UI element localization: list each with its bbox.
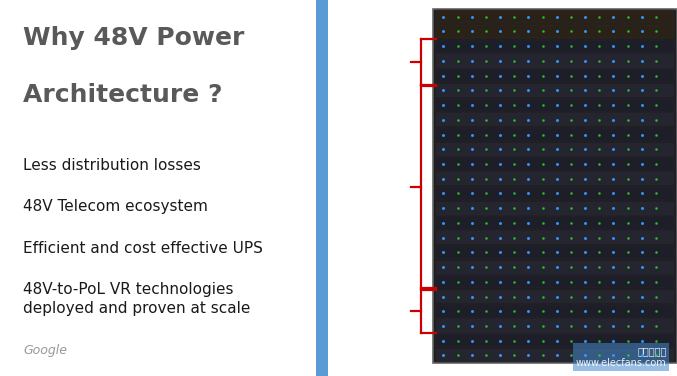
FancyBboxPatch shape [436, 113, 674, 126]
FancyBboxPatch shape [436, 143, 674, 156]
Text: Google: Google [23, 344, 67, 357]
FancyBboxPatch shape [436, 231, 674, 244]
FancyBboxPatch shape [436, 290, 674, 303]
FancyBboxPatch shape [436, 84, 674, 97]
FancyBboxPatch shape [436, 39, 674, 53]
FancyBboxPatch shape [436, 202, 674, 215]
FancyBboxPatch shape [436, 305, 674, 318]
FancyBboxPatch shape [436, 216, 674, 229]
FancyBboxPatch shape [436, 172, 674, 185]
Text: 48V-to-PoL VR technologies
deployed and proven at scale: 48V-to-PoL VR technologies deployed and … [23, 282, 250, 316]
FancyBboxPatch shape [436, 25, 674, 38]
FancyBboxPatch shape [316, 0, 328, 376]
Text: Less distribution losses: Less distribution losses [23, 158, 201, 173]
FancyBboxPatch shape [436, 158, 674, 171]
Text: 48VDC UPS: 48VDC UPS [351, 306, 410, 316]
Text: Efficient and cost effective UPS: Efficient and cost effective UPS [23, 241, 263, 256]
FancyBboxPatch shape [436, 349, 674, 362]
FancyBboxPatch shape [436, 25, 674, 38]
Text: Why 48V Power: Why 48V Power [23, 26, 244, 50]
Text: Architecture ?: Architecture ? [23, 83, 223, 107]
FancyBboxPatch shape [436, 54, 674, 68]
Text: 48V Telecom ecosystem: 48V Telecom ecosystem [23, 199, 208, 214]
FancyBboxPatch shape [436, 10, 674, 23]
FancyBboxPatch shape [436, 10, 674, 23]
FancyBboxPatch shape [436, 334, 674, 347]
FancyBboxPatch shape [436, 99, 674, 112]
FancyBboxPatch shape [436, 275, 674, 288]
Text: 电子发烧友
www.elecfans.com: 电子发烧友 www.elecfans.com [576, 346, 667, 368]
FancyBboxPatch shape [436, 128, 674, 141]
FancyBboxPatch shape [436, 246, 674, 259]
FancyBboxPatch shape [436, 320, 674, 333]
FancyBboxPatch shape [436, 69, 674, 82]
Text: AC-to-48VDC: AC-to-48VDC [341, 57, 410, 67]
FancyBboxPatch shape [433, 9, 677, 363]
FancyBboxPatch shape [436, 261, 674, 274]
FancyBboxPatch shape [436, 187, 674, 200]
Text: 48VDC-to-PoL
Payloads: 48VDC-to-PoL Payloads [338, 176, 410, 198]
